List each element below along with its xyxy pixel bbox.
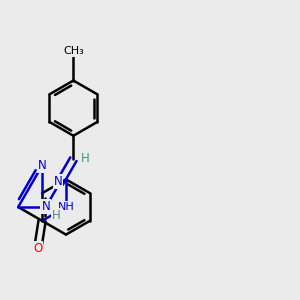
Text: N: N [54,175,62,188]
Text: O: O [33,242,42,255]
Text: NH: NH [58,202,74,212]
Text: CH₃: CH₃ [63,46,84,56]
Text: N: N [38,159,46,172]
Text: H: H [80,152,89,165]
Text: N: N [41,200,50,213]
Text: H: H [52,209,61,222]
